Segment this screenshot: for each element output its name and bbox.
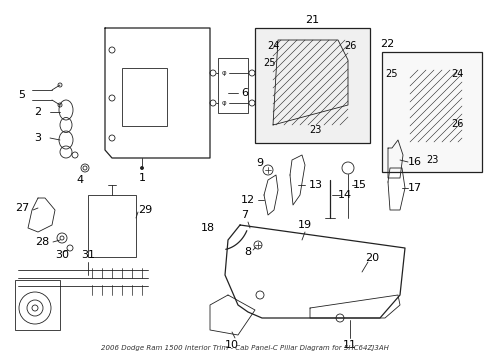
Text: 9: 9 (256, 158, 263, 168)
Text: 5: 5 (19, 90, 25, 100)
Text: 25: 25 (263, 58, 276, 68)
Bar (254, 28, 369, 143)
Text: 20: 20 (364, 253, 378, 263)
Text: 23: 23 (308, 125, 321, 135)
Text: 19: 19 (297, 220, 311, 230)
Text: 18: 18 (201, 223, 215, 233)
Text: 2: 2 (34, 107, 41, 117)
Text: 7: 7 (241, 210, 248, 220)
Text: 13: 13 (308, 180, 323, 190)
Text: 22: 22 (379, 39, 393, 49)
Text: 25: 25 (385, 69, 397, 79)
Text: 26: 26 (343, 41, 355, 51)
Text: 6: 6 (241, 88, 248, 98)
Text: 15: 15 (352, 180, 366, 190)
Text: 12: 12 (241, 195, 255, 205)
Text: 27: 27 (15, 203, 29, 213)
Text: 30: 30 (55, 250, 69, 260)
Text: 24: 24 (266, 41, 279, 51)
Text: 14: 14 (337, 190, 351, 200)
Text: φ: φ (221, 100, 226, 106)
Text: 31: 31 (81, 250, 95, 260)
Text: 24: 24 (450, 69, 462, 79)
Text: 28: 28 (35, 237, 49, 247)
Text: 8: 8 (244, 247, 251, 257)
Text: 11: 11 (342, 340, 356, 350)
Text: 23: 23 (425, 155, 437, 165)
Text: 1: 1 (138, 173, 145, 183)
Text: φ: φ (221, 70, 226, 76)
Ellipse shape (140, 166, 143, 170)
Text: 2006 Dodge Ram 1500 Interior Trim - Cab Panel-C Pillar Diagram for 5HC64ZJ3AH: 2006 Dodge Ram 1500 Interior Trim - Cab … (101, 345, 387, 351)
Bar (218, 58, 247, 113)
Bar (122, 68, 167, 126)
Text: 17: 17 (407, 183, 421, 193)
Text: 16: 16 (407, 157, 421, 167)
Text: 4: 4 (76, 175, 83, 185)
Text: 10: 10 (224, 340, 239, 350)
Text: 26: 26 (450, 119, 462, 129)
Bar (15, 280, 60, 330)
Text: 21: 21 (305, 15, 318, 25)
Text: 3: 3 (35, 133, 41, 143)
Bar (381, 52, 481, 172)
Text: 29: 29 (138, 205, 152, 215)
Bar (88, 195, 136, 257)
